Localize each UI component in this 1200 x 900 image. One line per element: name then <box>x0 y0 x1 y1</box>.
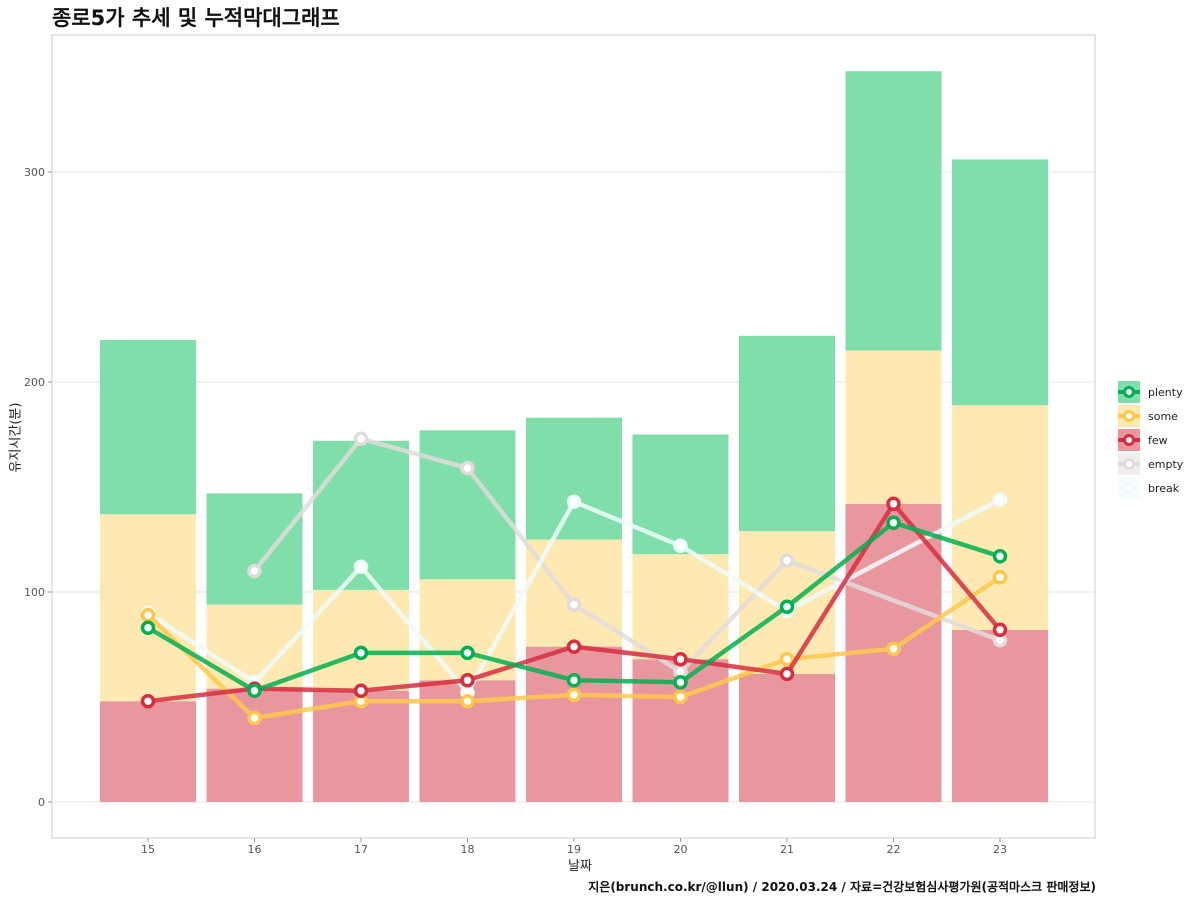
point-break <box>353 559 369 575</box>
line-break <box>146 497 1002 696</box>
y-tick-label: 300 <box>24 166 45 179</box>
legend-key-plenty-icon <box>1118 381 1140 403</box>
point-empty <box>566 597 582 612</box>
bar-segment-plenty <box>100 340 196 515</box>
x-tick-label: 20 <box>674 843 688 856</box>
y-tick-label: 200 <box>24 376 45 389</box>
x-tick-label: 16 <box>248 843 262 856</box>
bar-segment-some <box>526 539 622 647</box>
bar-segment-few <box>100 701 196 802</box>
legend-key-empty-icon <box>1118 453 1140 475</box>
point-plenty <box>140 620 156 635</box>
x-axis-label: 날짜 <box>568 859 592 874</box>
x-tick-label: 18 <box>461 843 475 856</box>
bar-segment-few <box>206 688 303 802</box>
bar-segment-few <box>952 629 1048 802</box>
bar-segment-plenty <box>206 493 303 605</box>
point-plenty <box>992 549 1008 564</box>
legend: plenty some few empty break <box>1118 380 1183 500</box>
bar-segment-some <box>632 554 729 660</box>
x-tick-label: 17 <box>354 843 368 856</box>
legend-item-plenty: plenty <box>1118 380 1183 404</box>
x-tick-label: 23 <box>993 843 1007 856</box>
point-few <box>886 496 901 512</box>
point-few <box>460 672 475 688</box>
legend-key-some-icon <box>1118 405 1140 427</box>
legend-label: empty <box>1148 457 1184 471</box>
bar-segment-plenty <box>952 159 1048 406</box>
point-plenty <box>353 645 369 661</box>
chart-title: 종로5가 추세 및 누적막대그래프 <box>52 6 340 30</box>
bar-segment-plenty <box>419 430 516 580</box>
point-plenty <box>460 645 475 661</box>
x-axis: 15 16 17 18 19 20 21 22 23 <box>141 838 1007 856</box>
point-some <box>460 693 475 709</box>
x-tick-label: 21 <box>780 843 794 856</box>
point-some <box>886 641 901 656</box>
y-tick-label: 100 <box>24 586 45 599</box>
point-few <box>992 622 1008 638</box>
x-tick-label: 22 <box>887 843 901 856</box>
point-plenty <box>886 515 901 530</box>
x-tick-label: 19 <box>567 843 581 856</box>
legend-label: plenty <box>1148 385 1183 399</box>
source-caption: 지은(brunch.co.kr/@llun) / 2020.03.24 / 자료… <box>588 880 1096 894</box>
point-few <box>353 683 369 698</box>
legend-key-break-icon <box>1118 477 1140 499</box>
point-some <box>247 710 262 726</box>
point-some <box>992 570 1008 585</box>
bar-segment-few <box>739 673 835 802</box>
bar-segment-some <box>845 350 942 504</box>
legend-label: some <box>1148 409 1178 423</box>
point-empty <box>353 431 369 446</box>
bar-segment-plenty <box>632 434 729 555</box>
point-empty <box>779 553 795 568</box>
point-few <box>566 639 582 654</box>
trend-lines <box>140 431 1008 726</box>
x-tick-label: 15 <box>141 843 155 856</box>
bar-segment-plenty <box>845 71 942 351</box>
point-some <box>779 651 795 667</box>
legend-item-empty: empty <box>1118 452 1183 476</box>
point-plenty <box>673 675 688 690</box>
point-some <box>673 689 688 705</box>
point-few <box>779 666 795 682</box>
legend-item-break: break <box>1118 476 1183 500</box>
bar-segment-plenty <box>526 417 622 540</box>
point-plenty <box>247 683 262 698</box>
legend-item-few: few <box>1118 428 1183 452</box>
legend-label: few <box>1148 433 1168 447</box>
y-tick-label: 0 <box>38 796 45 809</box>
y-axis-label: 유지시간(분) <box>8 402 24 473</box>
point-break <box>566 494 582 509</box>
legend-item-some: some <box>1118 404 1183 428</box>
bar-segment-few <box>313 690 409 802</box>
point-break <box>673 538 688 554</box>
bar-segment-plenty <box>739 335 835 532</box>
legend-key-few-icon <box>1118 429 1140 451</box>
point-empty <box>460 460 475 476</box>
y-axis: 0 100 200 300 <box>24 166 52 809</box>
point-empty <box>247 563 262 579</box>
point-plenty <box>566 672 582 688</box>
point-some <box>566 687 582 703</box>
point-plenty <box>779 599 795 614</box>
point-few <box>140 693 156 709</box>
point-few <box>673 651 688 667</box>
point-break <box>992 492 1008 507</box>
legend-label: break <box>1148 481 1180 495</box>
point-some <box>140 607 156 623</box>
